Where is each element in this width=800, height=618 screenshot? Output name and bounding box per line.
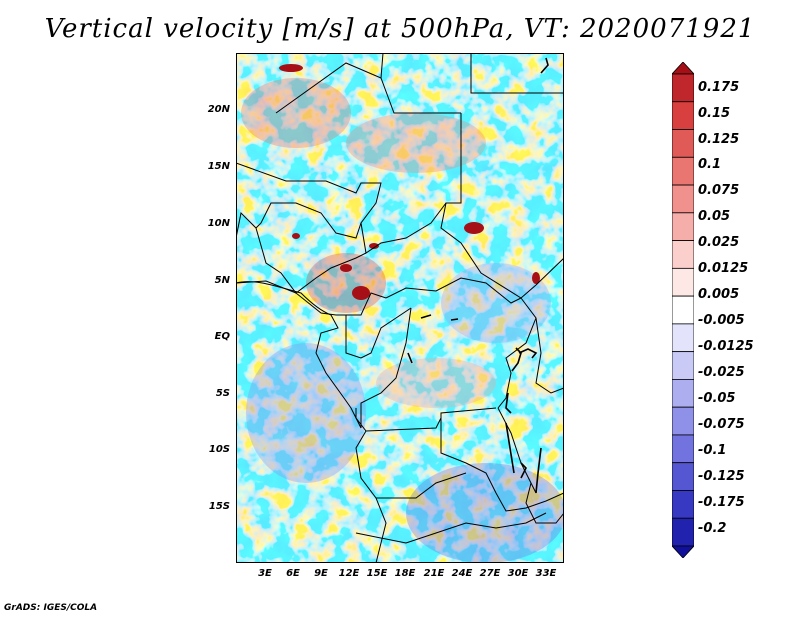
colorbar-label: 0.15 xyxy=(698,106,731,121)
lat-label: 20N xyxy=(207,104,230,115)
country-borders xyxy=(236,53,564,563)
software-credit: GrADS: IGES/COLA xyxy=(4,603,98,613)
lat-label: 10S xyxy=(208,444,230,455)
field-patches xyxy=(241,78,564,563)
lon-label: 6E xyxy=(286,568,300,579)
colorbar-segment xyxy=(672,156,694,186)
colorbar-label: -0.075 xyxy=(698,417,745,432)
colorbar-segment xyxy=(672,490,694,519)
lon-label: 24E xyxy=(451,568,473,579)
colorbar-label: -0.025 xyxy=(698,365,745,380)
lon-label: 3E xyxy=(258,568,272,579)
lat-label: 10N xyxy=(207,218,230,229)
colorbar-segment xyxy=(672,295,694,325)
colorbar-segment xyxy=(672,101,694,130)
lakes xyxy=(407,57,549,494)
colorbar-segment xyxy=(672,184,694,214)
map-title: Vertical velocity [m/s] at 500hPa, VT: 2… xyxy=(44,14,756,44)
colorbar-segment xyxy=(672,212,694,241)
lat-label: EQ xyxy=(214,331,230,342)
colorbar xyxy=(672,62,694,558)
lat-label: 5N xyxy=(214,275,230,286)
colorbar-label: 0.175 xyxy=(698,80,740,95)
lon-label: 33E xyxy=(535,568,557,579)
lon-label: 30E xyxy=(507,568,529,579)
colorbar-label: -0.1 xyxy=(698,443,727,458)
colorbar-label: -0.005 xyxy=(698,313,745,328)
map-border xyxy=(236,53,564,563)
lon-label: 18E xyxy=(394,568,416,579)
colorbar-label: 0.125 xyxy=(698,132,740,147)
lat-label: 15N xyxy=(207,161,230,172)
colorbar-segment xyxy=(672,240,694,269)
lat-label: 15S xyxy=(208,501,230,512)
lon-label: 27E xyxy=(479,568,501,579)
colorbar-segment xyxy=(672,351,694,380)
updraft-cells xyxy=(279,64,540,300)
lat-label: 5S xyxy=(215,388,230,399)
colorbar-label: 0.0125 xyxy=(698,261,749,276)
colorbar-segment xyxy=(672,323,694,353)
colorbar-label: -0.0125 xyxy=(698,339,754,354)
colorbar-segment xyxy=(672,406,694,436)
colorbar-label: -0.125 xyxy=(698,469,745,484)
colorbar-label: 0.1 xyxy=(698,157,722,172)
lon-label: 9E xyxy=(314,568,328,579)
colorbar-segment xyxy=(672,517,694,547)
colorbar-segment xyxy=(672,267,694,297)
colorbar-segment xyxy=(672,434,694,464)
colorbar-label: 0.05 xyxy=(698,209,731,224)
colorbar-segment xyxy=(672,462,694,491)
colorbar-label: 0.005 xyxy=(698,287,740,302)
colorbar-label: 0.025 xyxy=(698,235,740,250)
colorbar-segment xyxy=(672,379,694,408)
lon-label: 21E xyxy=(423,568,445,579)
vertical-velocity-map xyxy=(236,53,564,563)
colorbar-segment xyxy=(672,545,694,558)
colorbar-label: -0.2 xyxy=(698,521,727,536)
colorbar-label: -0.05 xyxy=(698,391,736,406)
colorbar-label: -0.175 xyxy=(698,495,745,510)
lon-label: 15E xyxy=(366,568,388,579)
colorbar-label: 0.075 xyxy=(698,183,740,198)
colorbar-segment xyxy=(672,129,694,158)
colorbar-segment xyxy=(672,62,694,75)
colorbar-segment xyxy=(672,73,694,103)
lon-label: 12E xyxy=(338,568,360,579)
